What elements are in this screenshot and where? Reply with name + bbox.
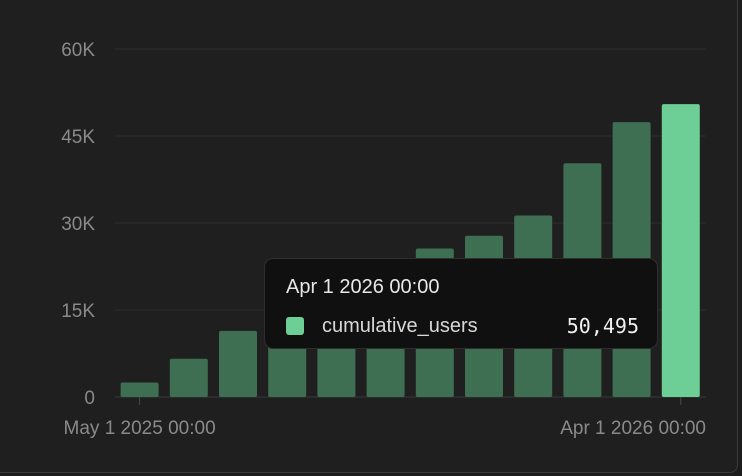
- chart-tooltip: Apr 1 2026 00:00 cumulative_users 50,495: [264, 258, 658, 349]
- bar[interactable]: [219, 330, 257, 397]
- bar[interactable]: [120, 382, 159, 398]
- tooltip-series-name: cumulative_users: [322, 315, 478, 337]
- bars: [120, 104, 700, 398]
- tooltip-value: 50,495: [566, 314, 639, 338]
- y-tick-label: 45K: [61, 127, 95, 148]
- x-tick-label: Apr 1 2026 00:00: [560, 418, 706, 439]
- y-axis-ticks: 0 15K 30K 45K 60K: [61, 40, 95, 409]
- x-axis-ticks: May 1 2025 00:00 Apr 1 2026 00:00: [64, 397, 706, 439]
- bar[interactable]: [661, 104, 700, 397]
- y-tick-label: 30K: [61, 214, 95, 235]
- tooltip-series-swatch: [286, 317, 304, 335]
- x-tick-label: May 1 2025 00:00: [64, 418, 216, 439]
- y-tick-label: 15K: [61, 301, 95, 322]
- tooltip-title: Apr 1 2026 00:00: [286, 276, 440, 298]
- bar[interactable]: [169, 358, 208, 397]
- y-tick-label: 60K: [61, 40, 95, 61]
- y-tick-label: 0: [84, 388, 95, 409]
